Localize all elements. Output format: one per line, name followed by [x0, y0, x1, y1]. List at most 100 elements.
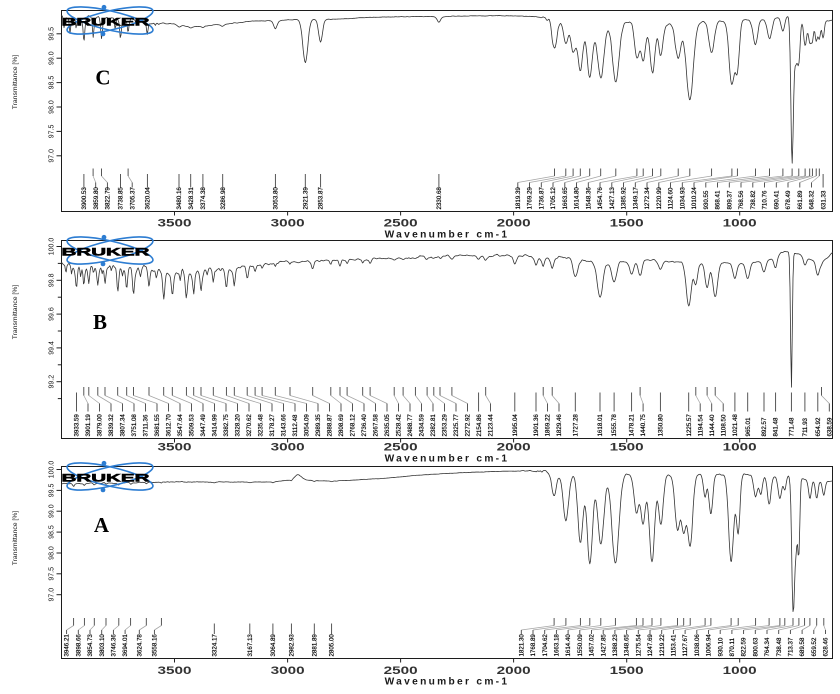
svg-text:1901.36: 1901.36 [533, 414, 540, 437]
svg-text:1500: 1500 [610, 218, 644, 230]
svg-text:97.0: 97.0 [48, 588, 55, 602]
svg-text:2500: 2500 [384, 218, 418, 230]
svg-text:98.5: 98.5 [48, 525, 55, 539]
svg-text:3547.64: 3547.64 [177, 414, 184, 437]
svg-text:3711.36: 3711.36 [143, 414, 150, 436]
svg-text:1427.85: 1427.85 [600, 634, 607, 657]
svg-text:1021.48: 1021.48 [732, 414, 739, 437]
svg-text:1663.18: 1663.18 [554, 634, 561, 657]
svg-text:654.92: 654.92 [815, 417, 822, 436]
svg-text:1108.50: 1108.50 [720, 414, 727, 436]
svg-text:3500: 3500 [158, 218, 192, 230]
svg-text:3854.73: 3854.73 [87, 634, 94, 657]
svg-text:2808.69: 2808.69 [338, 414, 345, 437]
svg-text:100.0: 100.0 [48, 461, 55, 479]
svg-text:BRUKER: BRUKER [62, 246, 150, 258]
svg-text:1769.29: 1769.29 [527, 187, 534, 210]
svg-text:3803.10: 3803.10 [99, 634, 106, 657]
svg-text:2123.44: 2123.44 [488, 414, 495, 437]
svg-text:99.0: 99.0 [48, 504, 55, 518]
svg-text:3901.19: 3901.19 [85, 414, 92, 437]
svg-text:1272.34: 1272.34 [644, 187, 651, 210]
svg-text:3751.08: 3751.08 [131, 414, 138, 437]
svg-text:1000: 1000 [723, 218, 757, 230]
svg-text:1829.46: 1829.46 [556, 414, 563, 437]
svg-text:3167.13: 3167.13 [247, 634, 254, 657]
svg-text:809.37: 809.37 [726, 190, 733, 209]
svg-text:800.63: 800.63 [752, 637, 759, 656]
svg-text:3178.27: 3178.27 [269, 414, 276, 437]
svg-text:99.5: 99.5 [48, 27, 55, 41]
svg-text:2768.12: 2768.12 [350, 414, 357, 437]
svg-text:Wavenumber cm-1: Wavenumber cm-1 [385, 454, 510, 465]
svg-text:3000: 3000 [271, 665, 305, 677]
svg-text:Wavenumber cm-1: Wavenumber cm-1 [385, 230, 510, 241]
svg-text:3681.55: 3681.55 [154, 414, 161, 437]
svg-text:1350.80: 1350.80 [658, 414, 665, 437]
svg-text:1727.28: 1727.28 [572, 414, 579, 437]
svg-text:1500: 1500 [610, 442, 644, 454]
svg-text:99.0: 99.0 [48, 51, 55, 65]
svg-text:3612.70: 3612.70 [166, 414, 173, 437]
svg-text:3000: 3000 [271, 218, 305, 230]
svg-text:3382.75: 3382.75 [223, 414, 230, 437]
svg-text:1000: 1000 [723, 442, 757, 454]
svg-text:764.34: 764.34 [764, 637, 771, 656]
svg-text:3414.99: 3414.99 [212, 414, 219, 437]
svg-text:3694.01: 3694.01 [122, 634, 129, 657]
svg-text:841.48: 841.48 [773, 417, 780, 436]
svg-text:1663.65: 1663.65 [562, 187, 569, 210]
svg-text:3839.32: 3839.32 [108, 414, 115, 437]
svg-text:3054.09: 3054.09 [304, 414, 311, 437]
svg-text:1427.13: 1427.13 [609, 187, 616, 210]
svg-text:1010.24: 1010.24 [691, 187, 698, 210]
svg-text:3328.20: 3328.20 [235, 414, 242, 437]
svg-text:2736.40: 2736.40 [361, 414, 368, 437]
svg-text:2272.92: 2272.92 [465, 414, 472, 437]
svg-text:2667.58: 2667.58 [373, 414, 380, 437]
svg-text:3620.04: 3620.04 [145, 187, 152, 210]
svg-text:1275.54: 1275.54 [635, 634, 642, 657]
svg-text:99.6: 99.6 [48, 307, 55, 321]
svg-text:965.01: 965.01 [745, 417, 752, 436]
svg-text:1614.80: 1614.80 [574, 187, 581, 210]
svg-text:3064.89: 3064.89 [270, 634, 277, 657]
svg-text:631.33: 631.33 [820, 190, 827, 209]
svg-text:1614.40: 1614.40 [565, 634, 572, 657]
svg-text:892.57: 892.57 [761, 417, 768, 436]
svg-text:1124.60: 1124.60 [668, 187, 675, 209]
svg-text:738.82: 738.82 [750, 190, 757, 209]
svg-text:710.76: 710.76 [762, 190, 769, 209]
svg-text:738.48: 738.48 [776, 637, 783, 656]
svg-text:1618.01: 1618.01 [597, 414, 604, 437]
svg-text:1500: 1500 [610, 665, 644, 677]
svg-text:822.59: 822.59 [741, 637, 748, 656]
svg-text:3738.85: 3738.85 [118, 187, 125, 210]
svg-text:A: A [94, 513, 110, 537]
svg-text:2154.86: 2154.86 [476, 414, 483, 437]
svg-text:97.5: 97.5 [48, 124, 55, 138]
svg-text:C: C [95, 66, 110, 90]
svg-text:2000: 2000 [497, 665, 531, 677]
svg-text:1555.78: 1555.78 [611, 414, 618, 437]
svg-text:1127.67: 1127.67 [682, 634, 689, 656]
svg-text:2982.93: 2982.93 [289, 634, 296, 657]
svg-text:659.52: 659.52 [811, 637, 818, 656]
svg-text:1705.12: 1705.12 [550, 187, 557, 210]
svg-text:3447.49: 3447.49 [200, 414, 207, 437]
svg-text:648.32: 648.32 [809, 190, 816, 209]
svg-text:1153.41: 1153.41 [671, 634, 678, 656]
svg-text:3879.00: 3879.00 [97, 414, 104, 437]
svg-text:3143.66: 3143.66 [281, 414, 288, 437]
svg-text:Transmittance [%]: Transmittance [%] [12, 55, 19, 110]
svg-text:1220.99: 1220.99 [656, 187, 663, 210]
svg-text:98.0: 98.0 [48, 100, 55, 114]
svg-text:99.8: 99.8 [48, 273, 55, 287]
svg-text:1349.17: 1349.17 [632, 187, 639, 210]
svg-text:3270.62: 3270.62 [246, 414, 253, 437]
svg-text:930.10: 930.10 [717, 637, 724, 656]
svg-text:2000: 2000 [497, 218, 531, 230]
svg-text:1995.04: 1995.04 [512, 414, 519, 437]
svg-text:2888.87: 2888.87 [327, 414, 334, 437]
svg-text:1385.92: 1385.92 [621, 187, 628, 210]
